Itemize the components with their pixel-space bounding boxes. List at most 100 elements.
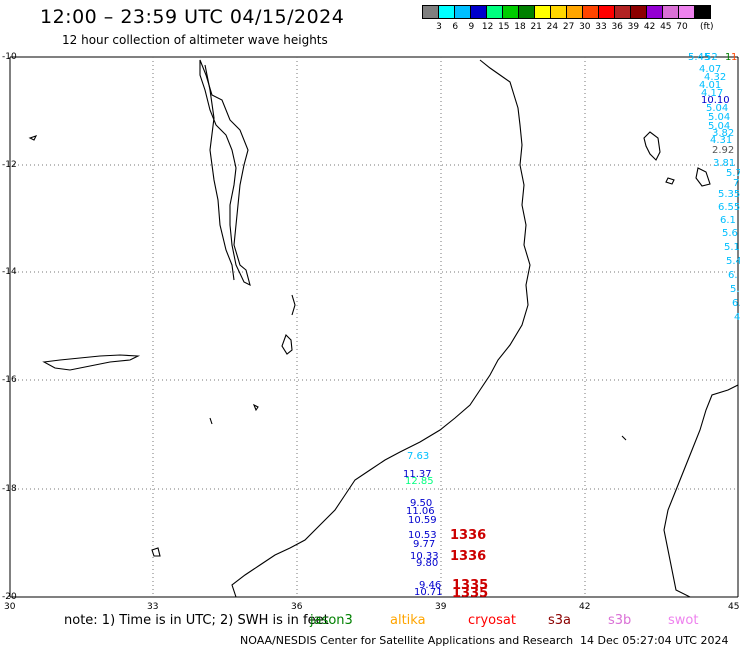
satellite-legend-swot: swot	[668, 613, 699, 628]
wave-height-label: 5.04	[708, 112, 731, 123]
colorbar-tick-label: 6	[452, 22, 459, 32]
lake-malawi-outline	[199, 59, 251, 287]
wave-height-label: 5.7	[726, 168, 740, 179]
shire-river	[291, 294, 296, 316]
wave-height-label: 5.1	[724, 242, 740, 253]
islet-4	[209, 417, 213, 425]
wave-height-highlight-label: 1335	[452, 586, 489, 601]
wave-height-label: 10.59	[408, 515, 437, 526]
colorbar-tick-label: 18	[514, 22, 526, 32]
wave-height-label: 52	[705, 52, 718, 63]
mozambique-coast	[231, 59, 531, 598]
wave-height-label: 5.	[730, 284, 740, 295]
colorbar-tick-label: 27	[562, 22, 575, 32]
wave-height-label: 6.55	[718, 202, 740, 213]
islet-1	[28, 135, 38, 141]
wave-height-label: 1	[725, 52, 732, 63]
colorbar-tick-label: 33	[595, 22, 607, 32]
colorbar-tick-label: 12	[481, 22, 494, 32]
lake-western-shore	[204, 64, 235, 281]
colorbar-tick-label: 24	[546, 22, 559, 32]
wave-height-label: 4.31	[710, 135, 733, 146]
wave-height-label: 9.80	[416, 558, 439, 569]
colorbar-tick-label: 45	[660, 22, 672, 32]
colorbar-swatch	[694, 5, 711, 19]
latitude-label: -16	[2, 375, 17, 385]
longitude-label: 42	[579, 602, 591, 612]
colorbar-unit: (ft)	[700, 22, 714, 32]
wave-height-label: 5.04	[706, 103, 729, 114]
colorbar-tick-label: 30	[579, 22, 591, 32]
footer-timestamp: 14 Dec 05:27:04 UTC 2024	[580, 634, 729, 647]
wave-height-label: 2.92	[712, 145, 735, 156]
colorbar-tick-label: 15	[498, 22, 510, 32]
wave-height-label: 7.63	[407, 451, 430, 462]
wave-height-label: 6.	[732, 298, 740, 309]
wave-height-highlight-label: 1335	[452, 578, 489, 593]
wave-height-highlight-label: 1336	[450, 549, 487, 564]
wave-height-label: 10.53	[408, 530, 437, 541]
madagascar-coast	[663, 384, 739, 598]
map-subtitle: 12 hour collection of altimeter wave hei…	[62, 33, 328, 47]
wave-height-label: 5.04	[708, 121, 731, 132]
wave-height-label: 9.77	[413, 539, 436, 550]
islet-2	[252, 403, 259, 412]
satellite-legend-s3a: s3a	[548, 613, 572, 628]
islet-3	[151, 547, 161, 557]
satellite-legend-altika: altika	[390, 613, 426, 628]
satellite-legend-jason3: jason3	[310, 613, 353, 628]
coastlines	[28, 59, 739, 598]
comoros-island-2	[695, 167, 711, 187]
wave-height-label: 4.32	[704, 72, 727, 83]
longitude-label: 45	[728, 602, 740, 612]
colorbar-tick-label: 42	[643, 22, 656, 32]
colorbar-tick-label: 9	[468, 22, 475, 32]
latitude-label: -10	[2, 52, 17, 62]
wave-height-label: 6.1	[720, 215, 736, 226]
colorbar-tick-label: 70	[676, 22, 688, 32]
islet-5	[621, 435, 627, 441]
map-frame	[9, 56, 739, 598]
latitude-label: -12	[2, 160, 17, 170]
colorbar-tick-label: 21	[530, 22, 542, 32]
wave-height-label: 4.17	[701, 88, 724, 99]
comoros-island-1	[643, 131, 661, 161]
wave-height-label: 3.81	[713, 158, 736, 169]
longitude-label: 33	[147, 602, 159, 612]
footer-credit: NOAA/NESDIS Center for Satellite Applica…	[240, 634, 574, 647]
wave-height-label: 5.4	[726, 256, 740, 267]
footer-note: note: 1) Time is in UTC; 2) SWH is in fe…	[64, 613, 329, 628]
wave-height-label: 10.10	[701, 95, 730, 106]
wave-height-label: 9.46	[419, 580, 442, 591]
wave-height-highlight-label: 1336	[450, 528, 487, 543]
latitude-label: -18	[2, 484, 17, 494]
wave-height-label: 3.82	[712, 128, 735, 139]
lake-kariba-outline	[42, 354, 141, 371]
map-title: 12:00 – 23:59 UTC 04/15/2024	[40, 6, 345, 28]
longitude-label: 30	[4, 602, 16, 612]
wave-height-label: 11.37	[403, 469, 432, 480]
colorbar	[422, 5, 711, 19]
wave-height-label: 4	[734, 312, 740, 323]
satellite-legend-s3b: s3b	[608, 613, 632, 628]
colorbar-tick-label: 36	[611, 22, 623, 32]
wave-height-label: 5.35	[718, 189, 740, 200]
wave-height-label: 6.	[728, 270, 738, 281]
wave-height-label: 5.45	[688, 52, 711, 63]
longitude-label: 36	[291, 602, 303, 612]
wave-height-label: 10.33	[410, 551, 439, 562]
wave-height-label: 1	[731, 52, 738, 63]
colorbar-tick-label: 3	[436, 22, 442, 32]
lake-chilwa-outline	[281, 334, 293, 355]
wave-height-label: 4.01	[699, 80, 722, 91]
colorbar-tick-label: 39	[627, 22, 640, 32]
longitude-label: 39	[435, 602, 447, 612]
wave-height-label: 7	[733, 178, 740, 189]
wave-height-label: 10.71	[414, 587, 443, 598]
comoros-island-3	[665, 177, 675, 185]
wave-height-label: 11.06	[406, 506, 435, 517]
wave-height-label: 9.50	[410, 498, 433, 509]
wave-height-label: 12.85	[405, 476, 434, 487]
satellite-legend-cryosat: cryosat	[468, 613, 516, 628]
latitude-label: -20	[2, 592, 17, 602]
